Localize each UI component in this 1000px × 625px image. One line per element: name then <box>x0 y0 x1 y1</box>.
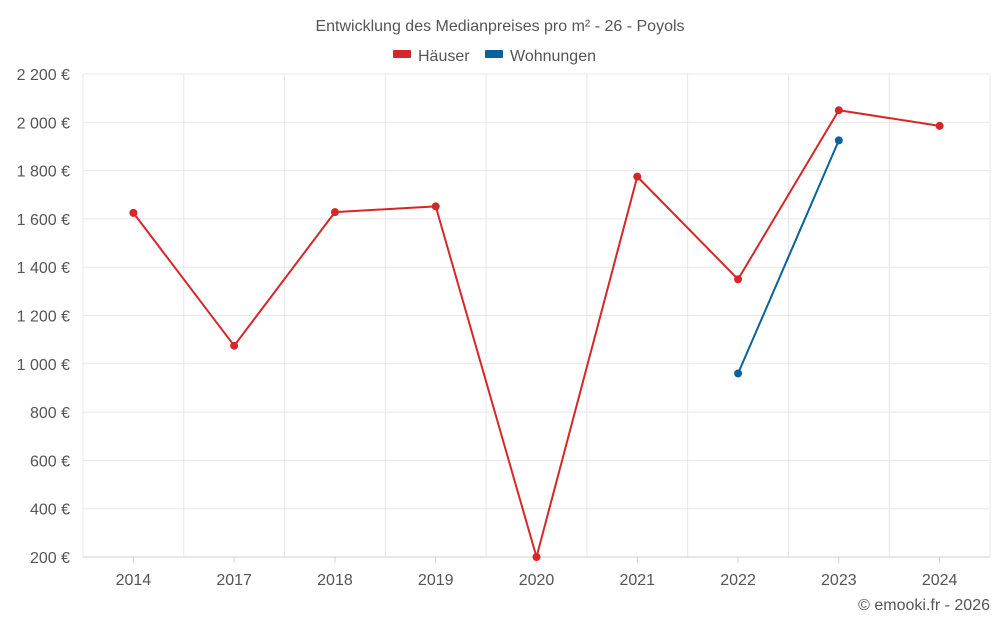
y-tick-label: 1 800 € <box>17 164 70 181</box>
y-axis-ticks: 200 € 400 € 600 € 800 € 1 000 € 1 200 € 1 400 … <box>17 67 70 567</box>
data-point-haeuser[interactable] <box>230 341 239 350</box>
x-tick-label: 2020 <box>519 572 555 589</box>
legend-item-wohnungen[interactable]: Wohnungen <box>485 48 596 65</box>
y-tick-label: 400 € <box>30 502 70 519</box>
x-gridlines <box>82 74 991 557</box>
legend-swatch-wohnungen <box>485 50 503 58</box>
data-point-haeuser[interactable] <box>734 275 743 284</box>
series-wohnungen <box>734 136 843 378</box>
data-point-haeuser[interactable] <box>834 106 843 115</box>
series-line-wohnungen <box>737 140 840 374</box>
y-tick-label: 1 000 € <box>17 357 70 374</box>
data-point-haeuser[interactable] <box>935 121 944 130</box>
x-tick-label: 2021 <box>619 572 655 589</box>
x-tick-label: 2022 <box>720 572 756 589</box>
y-tick-label: 1 200 € <box>17 309 70 326</box>
credit-text: © emooki.fr - 2026 <box>858 597 990 614</box>
legend: Häuser Wohnungen <box>393 48 596 65</box>
y-gridlines <box>83 73 990 558</box>
y-tick-label: 200 € <box>30 550 70 567</box>
x-axis-ticks: 2014 2017 2018 2019 2020 2021 2022 2023 2024 <box>116 557 958 589</box>
legend-label-wohnungen: Wohnungen <box>510 48 596 65</box>
data-point-haeuser[interactable] <box>431 202 440 211</box>
y-tick-label: 1 400 € <box>17 260 70 277</box>
x-tick-label: 2019 <box>418 572 454 589</box>
x-tick-label: 2014 <box>116 572 152 589</box>
y-tick-label: 600 € <box>30 453 70 470</box>
series-line-haeuser <box>132 109 940 558</box>
series-layer <box>129 106 944 561</box>
legend-item-haeuser[interactable]: Häuser <box>393 48 470 65</box>
x-tick-label: 2023 <box>821 572 857 589</box>
y-tick-label: 2 200 € <box>17 67 70 84</box>
data-point-haeuser[interactable] <box>633 172 642 181</box>
y-tick-label: 1 600 € <box>17 212 70 229</box>
legend-swatch-haeuser <box>393 50 411 58</box>
data-point-wohnungen[interactable] <box>834 136 843 145</box>
data-point-haeuser[interactable] <box>532 553 541 561</box>
legend-label-haeuser: Häuser <box>418 48 470 65</box>
x-tick-label: 2018 <box>317 572 353 589</box>
x-tick-label: 2024 <box>922 572 958 589</box>
x-tick-label: 2017 <box>216 572 252 589</box>
y-tick-label: 2 000 € <box>17 115 70 132</box>
data-point-haeuser[interactable] <box>330 208 339 217</box>
y-tick-label: 800 € <box>30 405 70 422</box>
chart-title: Entwicklung des Medianpreises pro m² - 2… <box>315 18 684 35</box>
data-point-haeuser[interactable] <box>129 208 138 217</box>
series-haeuser <box>129 106 944 561</box>
data-point-wohnungen[interactable] <box>734 369 743 378</box>
